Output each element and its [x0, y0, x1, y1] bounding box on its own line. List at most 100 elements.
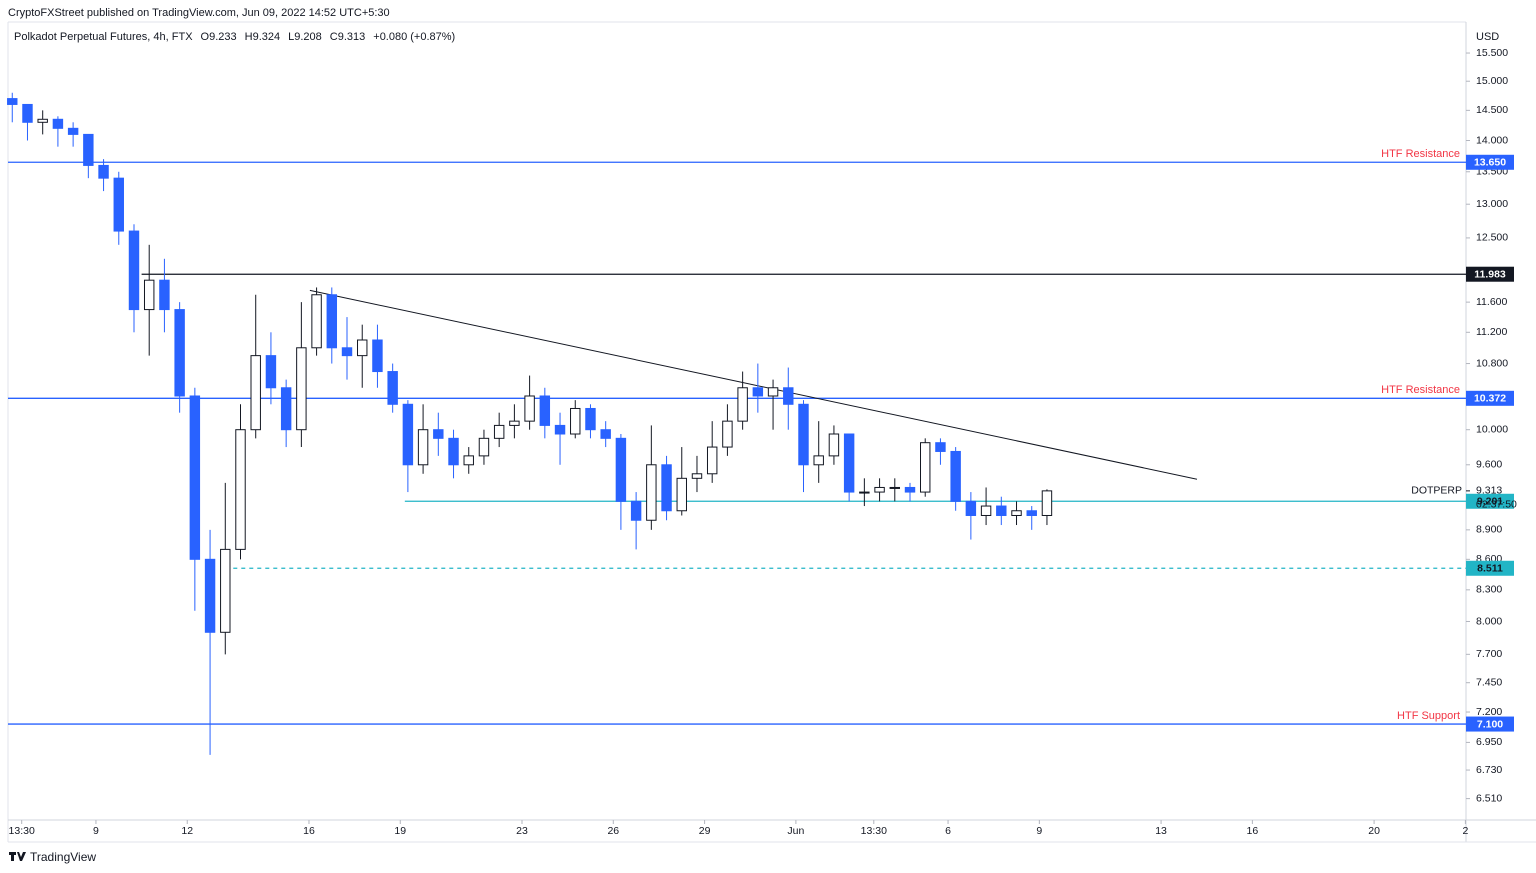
level-price-label: 13.650 [1474, 157, 1506, 169]
level-price-label: 9.201 [1477, 496, 1503, 508]
candle-body [874, 486, 885, 493]
candle-body [767, 387, 779, 397]
y-tick-label: 7.200 [1476, 706, 1502, 718]
candle-body [798, 403, 809, 466]
candle-body [357, 339, 368, 357]
x-tick-label: 26 [607, 825, 619, 837]
last-symbol: DOTPERP [1411, 485, 1462, 497]
candle-body [950, 450, 961, 502]
legend-value: +0.080 (+0.87%) [373, 31, 455, 43]
candle-body [250, 355, 261, 431]
x-tick-label: 13:30 [861, 825, 887, 837]
x-tick-label: 23 [516, 825, 528, 837]
candle-body [509, 420, 520, 426]
x-tick-label: 9 [93, 825, 99, 837]
x-tick-label: 29 [699, 825, 711, 837]
candle-body [433, 429, 444, 439]
candle-body [828, 433, 840, 457]
candle-body [539, 395, 551, 426]
tradingview-logo: TradingView [9, 850, 96, 864]
level-price-label: 7.100 [1477, 718, 1503, 730]
candle-body [783, 387, 794, 405]
candle-body [204, 558, 216, 633]
y-tick-label: 10.000 [1476, 423, 1508, 435]
candle-body [296, 347, 307, 431]
symbol: Polkadot Perpetual Futures, 4h, FTX [14, 31, 193, 43]
candle-body [965, 500, 977, 516]
level-price-label: 8.511 [1477, 563, 1503, 575]
candle-body [661, 464, 672, 512]
candle-body [402, 403, 414, 466]
candle-body [128, 230, 140, 311]
y-tick-label: 13.000 [1476, 198, 1508, 210]
candle-body [67, 127, 79, 135]
level-text: HTF Resistance [1381, 148, 1460, 160]
x-tick-label: Jun [787, 825, 804, 837]
candle-body [235, 429, 246, 550]
candle-body [630, 500, 642, 521]
y-tick-label: 15.500 [1476, 47, 1508, 59]
candle-body [691, 473, 703, 479]
legend-value: H9.324 [245, 31, 280, 43]
candle-body [813, 455, 824, 466]
x-tick-label: 20 [1368, 825, 1380, 837]
candle-body [646, 464, 657, 521]
candle-body [904, 486, 916, 493]
y-tick-label: 14.500 [1476, 104, 1508, 116]
candle-body [676, 477, 687, 512]
footer-brand: TradingView [30, 850, 96, 864]
candle-body [52, 118, 64, 129]
level-price-box [1466, 390, 1514, 406]
candle-body [174, 309, 185, 397]
level-price-box [1466, 493, 1514, 509]
currency: USD [1476, 31, 1499, 43]
candle-body [752, 387, 764, 397]
candle-body [83, 133, 94, 166]
level-price-box [1466, 266, 1514, 282]
candle-body [113, 177, 124, 232]
candle-body [1026, 510, 1037, 516]
candle-body [280, 387, 292, 431]
candle-body [387, 371, 398, 405]
publisher: CryptoFXStreet published on TradingView.… [8, 7, 390, 19]
x-tick-label: 13:30 [9, 825, 35, 837]
y-tick-label: 9.600 [1476, 459, 1502, 471]
candle-body [493, 424, 505, 439]
candle-body [843, 433, 855, 493]
x-tick-label: 19 [394, 825, 406, 837]
x-tick-label: 12 [181, 825, 193, 837]
y-tick-label: 8.000 [1476, 615, 1502, 627]
candle-body [220, 548, 231, 633]
candle-body [935, 442, 946, 452]
y-tick-label: 8.300 [1476, 584, 1502, 596]
candle-body [889, 486, 901, 489]
candle-body [706, 446, 718, 475]
y-tick-label: 6.950 [1476, 736, 1502, 748]
y-tick-label: 7.700 [1476, 648, 1502, 660]
candle-body [554, 424, 566, 435]
x-tick-label: 9 [1036, 825, 1042, 837]
y-tick-label: 11.200 [1476, 326, 1507, 338]
candle-body [737, 387, 748, 422]
y-tick-label: 6.510 [1476, 792, 1502, 804]
candle-body [722, 420, 733, 448]
candle-body [996, 505, 1007, 516]
countdown: 02:37:50 [1476, 499, 1517, 511]
candle-body [478, 437, 490, 457]
candle-body [37, 118, 48, 123]
level-price-label: 10.372 [1474, 393, 1506, 405]
candle-body [615, 437, 627, 502]
y-tick-label: 7.450 [1476, 676, 1502, 688]
y-tick-label: 6.730 [1476, 764, 1502, 776]
candle-body [311, 294, 322, 349]
candle-body [265, 355, 277, 389]
candle-body [143, 279, 155, 311]
candle-body [524, 395, 535, 422]
candle-body [341, 347, 353, 357]
y-tick-label: 8.900 [1476, 524, 1502, 536]
last-price: 9.313 [1476, 485, 1502, 497]
candle-body [1011, 510, 1022, 516]
